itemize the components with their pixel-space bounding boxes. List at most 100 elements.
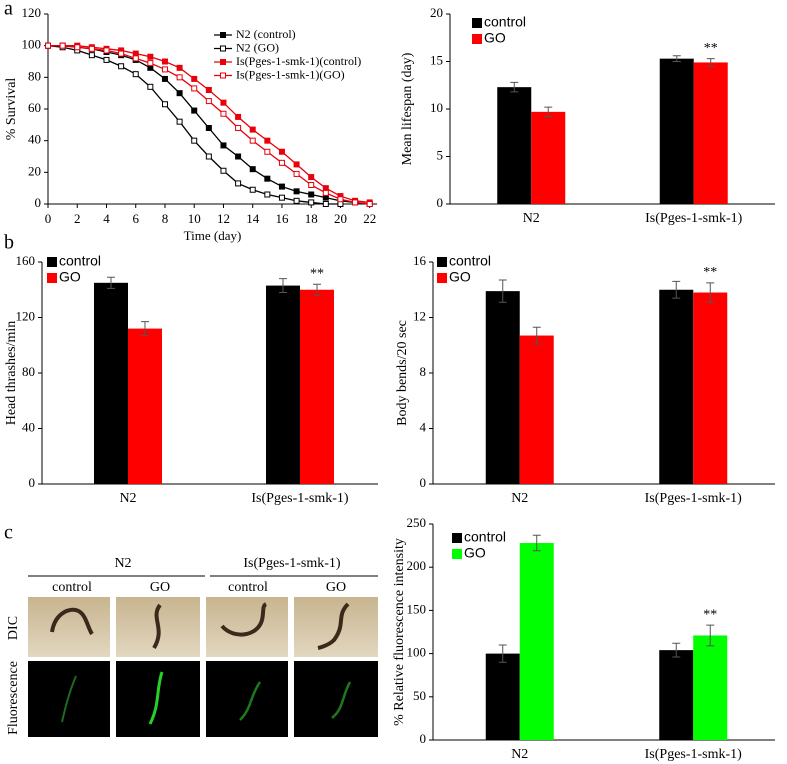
y-axis-label: Head thrashes/min — [4, 321, 19, 426]
legend-label: Is(Pges-1-smk-1)(control) — [236, 54, 361, 68]
y-axis-label: Mean lifespan (day) — [400, 52, 415, 165]
panel-label: b — [4, 232, 14, 254]
x-axis-label: Time (day) — [184, 228, 242, 243]
y-tick-label: 0 — [420, 475, 427, 490]
point — [278, 148, 285, 155]
legend-marker — [220, 45, 226, 52]
y-tick-label: 40 — [28, 132, 41, 147]
y-axis-label: % Survival — [4, 78, 19, 141]
bar — [659, 650, 694, 740]
y-tick-label: 0 — [420, 731, 427, 746]
worm — [152, 603, 162, 650]
x-tick-label: Is(Pges-1-smk-1) — [645, 491, 743, 506]
error-bar — [141, 321, 149, 337]
y-tick-label: 5 — [437, 147, 444, 162]
bar — [693, 62, 728, 205]
error-bar — [498, 279, 507, 303]
y-tick-label: 200 — [407, 558, 427, 573]
error-bar — [510, 81, 519, 93]
legend-label: GO — [464, 545, 486, 561]
x-tick-label: 8 — [162, 211, 169, 226]
bar — [485, 653, 520, 740]
bar — [519, 543, 554, 740]
point — [235, 153, 242, 160]
x-tick-label: Is(Pges-1-smk-1) — [251, 491, 349, 506]
point — [308, 191, 315, 198]
y-tick-label: 160 — [16, 253, 36, 268]
chart: 0 20 40 60 80 100 120 % Survival 0 2 4 6 8 10 12 14 16 18… — [4, 5, 377, 243]
significance-label: ** — [703, 607, 717, 622]
point — [264, 148, 271, 155]
x-tick-label: 12 — [217, 211, 230, 226]
y-tick-label: 120 — [22, 5, 42, 20]
chart: 0 5 10 15 20 Mean lifespan (day) N2 Is(Pges-1-s… — [400, 5, 775, 226]
y-axis-label: Body bends/20 sec — [395, 320, 410, 426]
y-tick-label: 0 — [29, 475, 36, 490]
legend-label: control — [464, 529, 506, 545]
error-bar — [544, 106, 553, 118]
bar — [659, 58, 694, 205]
group-label: N2 — [114, 556, 131, 571]
worm — [239, 681, 262, 721]
fluorescence-image — [28, 661, 110, 737]
point — [132, 71, 139, 78]
x-tick-label: N2 — [511, 747, 528, 762]
dic-image — [206, 597, 288, 657]
bar — [693, 292, 728, 484]
point — [264, 191, 271, 198]
legend-label: GO — [449, 269, 471, 285]
row-label: Fluorescence — [6, 661, 21, 735]
legend-label: N2 (GO) — [236, 40, 279, 54]
point — [161, 75, 168, 82]
point — [293, 161, 300, 168]
y-tick-label: 0 — [35, 195, 42, 210]
point — [132, 55, 139, 62]
point — [264, 137, 271, 144]
y-tick-label: 8 — [420, 364, 427, 379]
point — [176, 118, 183, 125]
error-bar — [706, 282, 715, 303]
point — [88, 52, 95, 59]
dic-image — [294, 597, 378, 657]
legend-swatch — [472, 34, 482, 44]
point — [293, 188, 300, 195]
group-label: Is(Pges-1-smk-1) — [243, 556, 341, 571]
column-label: control — [52, 580, 92, 595]
legend-marker — [220, 72, 226, 79]
error-bar — [672, 280, 681, 299]
legend-label: control — [484, 14, 526, 30]
point — [88, 45, 95, 52]
point — [249, 166, 256, 173]
point — [59, 42, 66, 49]
x-tick-label: 0 — [45, 211, 52, 226]
column-label: GO — [150, 580, 170, 595]
fluorescence-image — [294, 661, 378, 737]
y-tick-label: 40 — [22, 419, 35, 434]
y-tick-label: 80 — [22, 364, 35, 379]
point — [176, 74, 183, 81]
legend-swatch — [437, 257, 447, 267]
bar — [659, 289, 694, 484]
x-tick-label: N2 — [119, 491, 136, 506]
point — [45, 42, 51, 49]
bar — [485, 291, 520, 484]
point — [147, 60, 154, 67]
legend-swatch — [452, 549, 462, 559]
y-tick-label: 4 — [420, 419, 427, 434]
point — [118, 63, 125, 70]
point — [161, 66, 168, 73]
column-label: control — [228, 580, 268, 595]
legend-swatch — [472, 18, 482, 28]
worm — [50, 607, 94, 636]
chart: 0 50 100 150 200 250% Relative fluorescence i… — [392, 515, 775, 762]
point — [249, 126, 256, 133]
y-tick-label: 60 — [28, 100, 41, 115]
x-tick-label: N2 — [511, 491, 528, 506]
x-tick-label: Is(Pges-1-smk-1) — [645, 211, 743, 226]
point — [278, 183, 285, 190]
bar — [266, 285, 300, 484]
point — [191, 137, 198, 144]
point — [161, 101, 168, 108]
point — [235, 125, 242, 131]
